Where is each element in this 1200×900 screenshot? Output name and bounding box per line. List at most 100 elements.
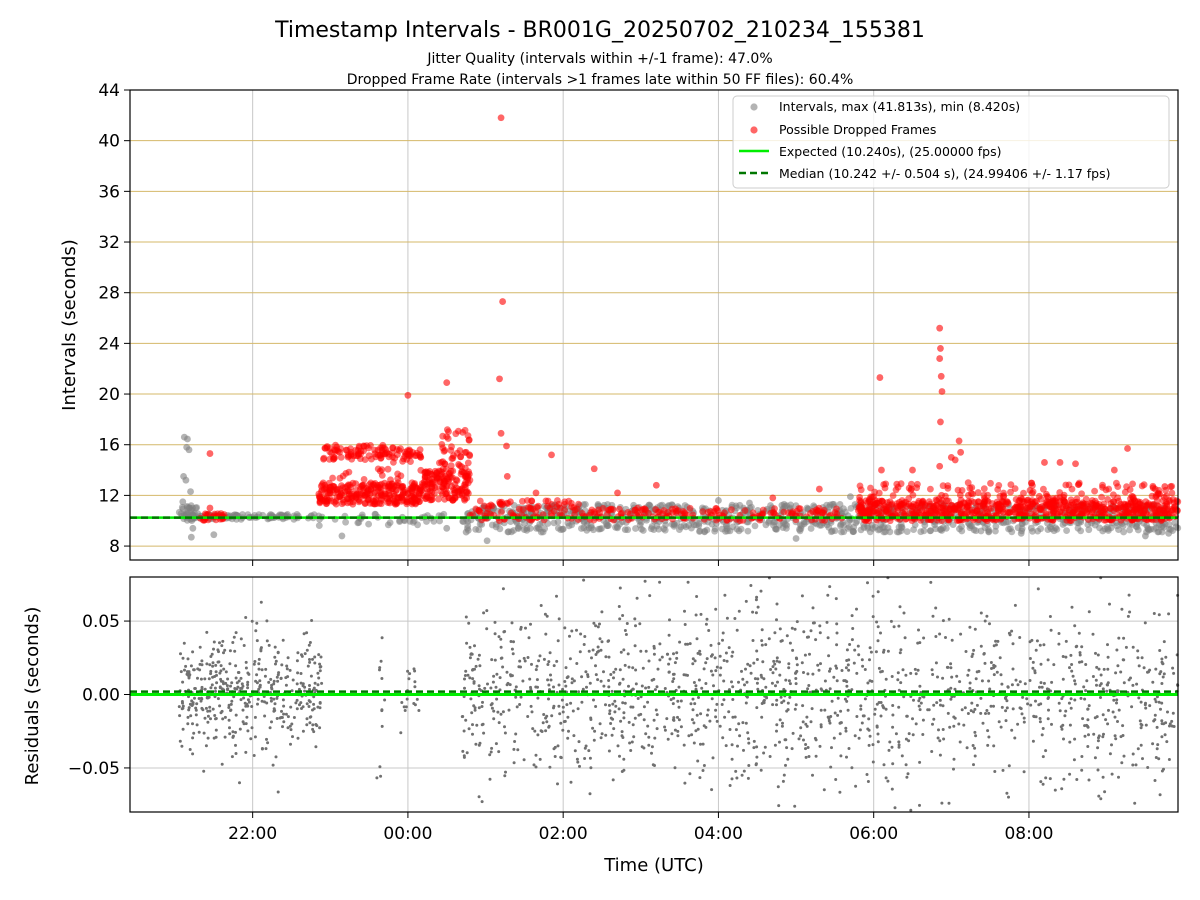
residual-point [790,747,794,751]
residual-point [485,627,489,631]
residual-point [221,639,225,643]
residual-point [1038,717,1042,720]
residual-point [620,730,624,734]
dropped-frame-point [456,447,464,454]
residual-point [671,702,675,706]
residual-point [891,762,895,766]
residual-point [711,673,715,677]
residual-point [1115,698,1119,702]
residual-point [306,664,310,668]
residual-point [755,649,759,653]
interval-point [621,526,629,533]
residual-point [900,754,904,758]
residual-point [1087,733,1090,737]
residual-point [570,681,574,685]
residual-point [1068,666,1071,670]
residual-point [802,738,805,742]
residual-point [1071,674,1075,678]
residual-point [1134,763,1138,767]
residual-point [510,621,514,625]
residual-point [828,721,832,725]
residual-point [790,626,794,630]
residual-point [944,636,947,639]
dropped-frame-point [544,502,552,510]
residual-point [589,766,593,770]
residual-point [214,670,218,674]
residual-point [669,698,673,702]
dropped-frame-point [363,442,370,450]
residual-point [777,804,781,808]
residual-point [787,679,791,683]
residual-point [246,698,250,702]
residual-point [461,715,465,718]
interval-point [210,531,218,539]
dropped-frame-point [1120,510,1127,518]
residual-point [1083,697,1087,701]
residual-point [949,662,953,666]
residual-point [576,707,580,711]
residual-point [265,737,268,741]
dropped-frame-point [936,462,944,470]
residual-point [880,669,884,673]
residual-point [629,705,633,709]
residual-point [1042,643,1046,647]
residual-point [694,613,698,617]
residual-point [257,662,261,666]
residual-point [295,659,299,663]
residual-point [741,677,745,681]
residual-point [529,704,533,708]
dropped-frame-point [519,506,527,513]
residual-point [1128,610,1132,614]
residual-point [312,695,316,699]
residual-point [972,648,976,652]
residual-point [955,674,959,678]
residual-point [734,728,738,732]
residual-point [857,653,861,657]
residual-point [785,634,789,638]
residual-point [897,624,901,628]
interval-point [673,519,681,527]
residual-point [608,712,612,716]
residual-point [519,695,523,699]
residual-point [1006,685,1010,689]
residual-point [627,684,630,688]
residual-point [847,747,851,750]
residual-point [203,677,207,681]
residual-point [249,737,253,741]
residual-point [560,698,564,702]
dropped-frame-point [391,500,399,508]
residual-point [1086,724,1089,728]
residual-point [610,689,614,693]
residual-point [477,684,481,688]
residual-point [1155,747,1159,751]
dropped-frame-point [645,509,652,517]
interval-point [1084,521,1092,528]
residual-point [547,683,551,687]
residual-point [183,668,186,672]
residual-point [511,652,515,656]
residual-point [822,788,826,792]
residual-point [480,800,484,804]
residual-point [604,703,607,707]
residual-point [534,753,538,757]
residual-point [891,704,895,707]
interval-point [386,519,394,526]
residual-point [602,684,606,688]
residual-point [301,729,305,733]
interval-point [886,528,894,536]
residual-point [737,609,741,613]
residual-point [313,681,317,685]
residual-point [647,743,651,747]
residual-point [817,668,821,672]
dropped-frame-point [1056,489,1064,496]
residual-point [202,769,206,773]
residual-point [203,716,207,720]
dropped-frame-point [759,506,767,514]
residual-point [860,658,864,662]
residual-point [301,705,305,709]
residual-point [704,622,708,626]
residual-point [713,656,717,660]
residual-point [931,614,935,618]
residual-point [673,728,677,732]
residual-point [1172,725,1176,728]
